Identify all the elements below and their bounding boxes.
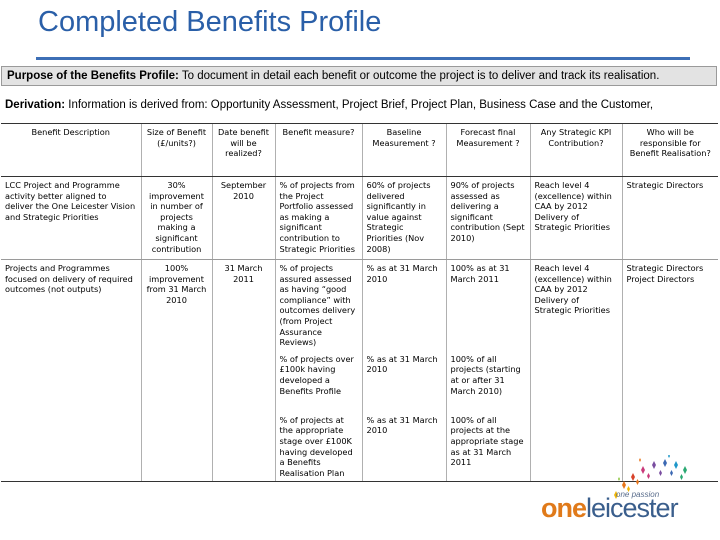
- cell-kpi: Reach level 4 (excellence) within CAA by…: [529, 176, 622, 260]
- cell-baseline: 60% of projects delivered significantly …: [361, 176, 446, 260]
- header-benefit-measure: Benefit measure?: [274, 123, 362, 177]
- header-baseline-measurement: Baseline Measurement ?: [361, 123, 446, 177]
- cell-size: 100% improvement from 31 March 2010: [140, 259, 212, 483]
- cell-measure: % of projects from the Project Portfolio…: [274, 176, 362, 260]
- table-row: Projects and Programmes focused on deliv…: [1, 259, 718, 483]
- table-header-row: Benefit Description Size of Benefit (£/u…: [1, 123, 718, 177]
- table-row: LCC Project and Programme activity bette…: [1, 176, 718, 260]
- derivation-label: Derivation:: [5, 99, 66, 111]
- cell-description: LCC Project and Programme activity bette…: [1, 176, 141, 260]
- header-strategic-kpi: Any Strategic KPI Contribution?: [529, 123, 622, 177]
- header-benefit-description: Benefit Description: [1, 123, 141, 177]
- cell-responsible: Strategic Directors: [621, 176, 718, 260]
- table-row: % of projects at the appropriate stage o…: [1, 411, 718, 483]
- header-responsible: Who will be responsible for Benefit Real…: [621, 123, 718, 177]
- cell-date: September 2010: [211, 176, 275, 260]
- cell-baseline: % as at 31 March 2010: [361, 350, 446, 412]
- cell-forecast: 100% of all projects (starting at or aft…: [445, 350, 530, 412]
- header-size-of-benefit: Size of Benefit (£/units?): [140, 123, 212, 177]
- cell-baseline: % as at 31 March 2010: [361, 259, 446, 351]
- cell-responsible: Strategic Directors Project Directors: [621, 259, 718, 483]
- derivation-line: Derivation: Information is derived from:…: [5, 99, 653, 111]
- logo-tagline: one passion: [616, 490, 660, 499]
- table-row: % of projects over £100k having develope…: [1, 350, 718, 412]
- cell-forecast: 100% of all projects at the appropriate …: [445, 411, 530, 483]
- logo-word-one: one: [541, 493, 587, 523]
- cell-kpi: Reach level 4 (excellence) within CAA by…: [529, 259, 622, 483]
- cell-measure: % of projects over £100k having develope…: [274, 350, 362, 412]
- title-underline: [36, 57, 690, 60]
- purpose-banner: Purpose of the Benefits Profile: To docu…: [1, 66, 717, 86]
- purpose-label: Purpose of the Benefits Profile:: [7, 70, 179, 82]
- cell-size: 30% improvement in number of projects ma…: [140, 176, 212, 260]
- logo-wordmark: oneleicester: [541, 493, 679, 524]
- cell-date: 31 March 2011: [211, 259, 275, 483]
- logo-star-arc-icon: [614, 455, 687, 499]
- cell-baseline: % as at 31 March 2010: [361, 411, 446, 483]
- cell-forecast: 100% as at 31 March 2011: [445, 259, 530, 351]
- header-forecast-measurement: Forecast final Measurement ?: [445, 123, 530, 177]
- cell-description: Projects and Programmes focused on deliv…: [1, 259, 141, 483]
- one-leicester-logo: one passion oneleicester: [534, 453, 714, 537]
- cell-measure: % of projects at the appropriate stage o…: [274, 411, 362, 483]
- benefits-table: Benefit Description Size of Benefit (£/u…: [1, 123, 718, 483]
- header-date-realized: Date benefit will be realized?: [211, 123, 275, 177]
- page-title: Completed Benefits Profile: [38, 6, 382, 38]
- purpose-text: To document in detail each benefit or ou…: [178, 70, 660, 82]
- cell-measure: % of projects assured assessed as having…: [274, 259, 362, 351]
- cell-forecast: 90% of projects assessed as delivering a…: [445, 176, 530, 260]
- logo-word-leicester: leicester: [586, 493, 679, 523]
- derivation-text: Information is derived from: Opportunity…: [65, 99, 654, 111]
